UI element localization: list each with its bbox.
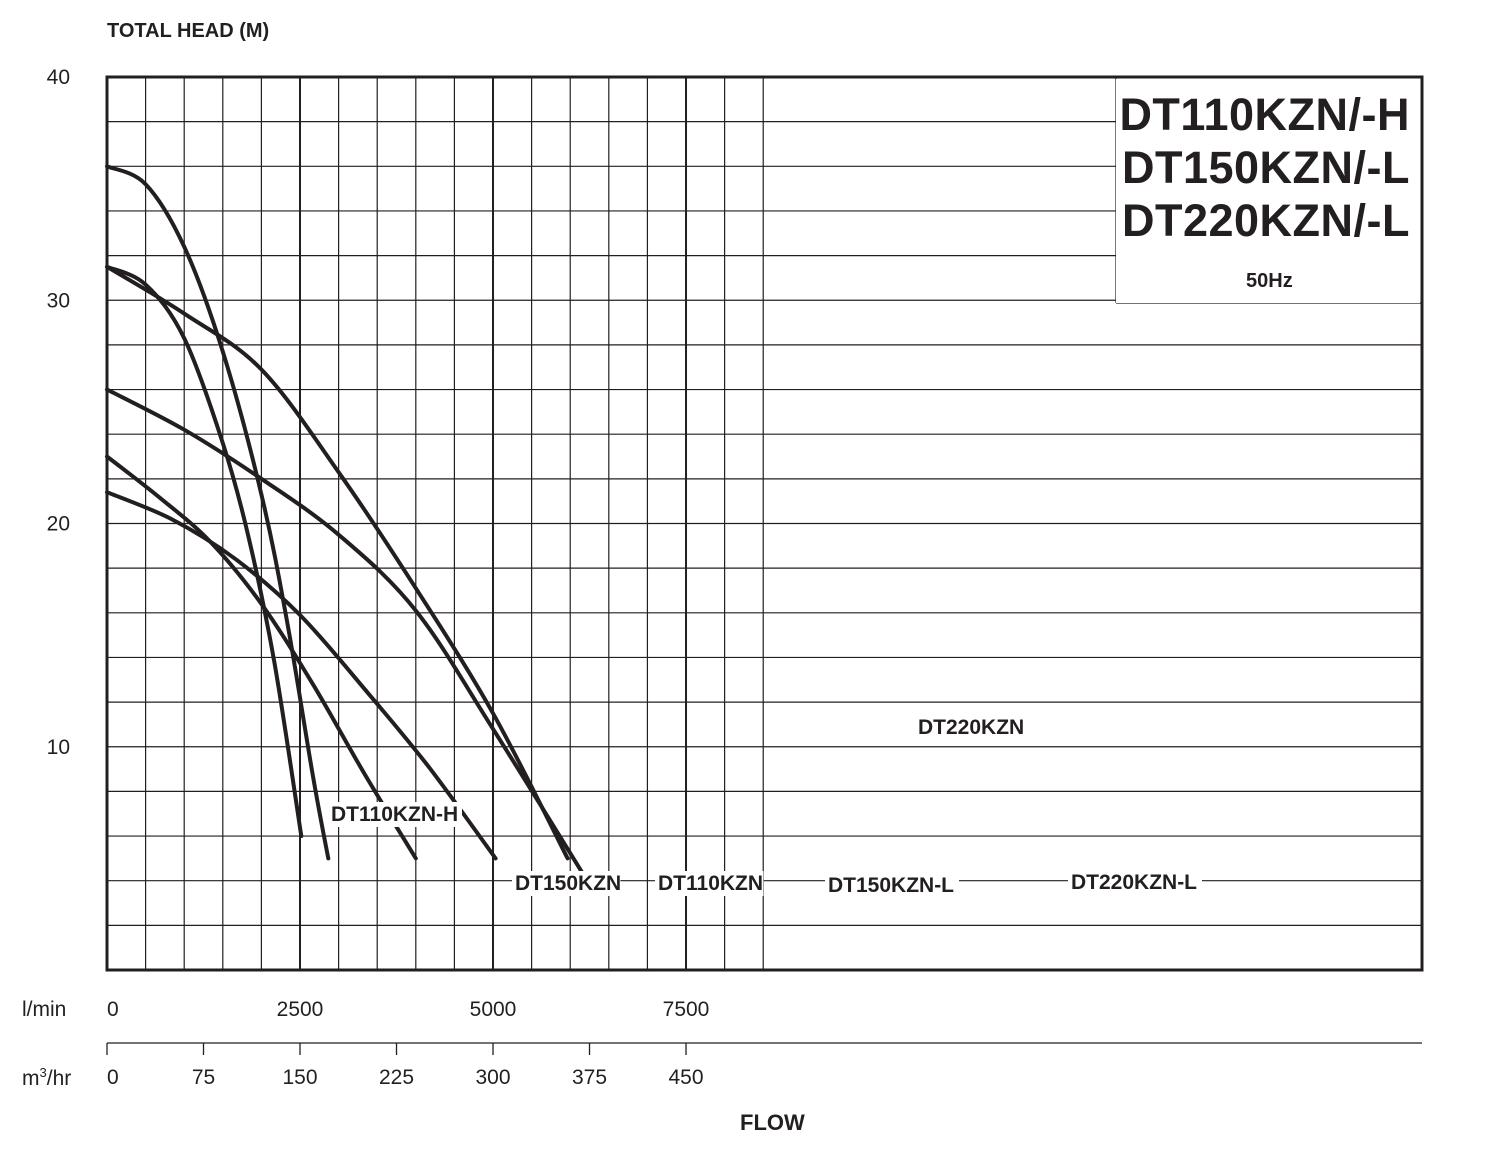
y-tick-labels: 10 20 30 40 [47,66,70,759]
curve-label: DT150KZN-L [828,874,954,897]
x-axes: 0 75 150 225 300 375 450 0 2500 5000 7500 [106,998,1422,1089]
frequency-label: 50Hz [1246,270,1293,292]
x-axis-label: FLOW [740,1110,805,1135]
curve-dt220kzn [105,264,570,861]
title-box: DT110KZN/-H DT150KZN/-L DT220KZN/-L [1116,79,1420,303]
y-tick-label: 30 [47,289,70,312]
m3hr-tick-label: 225 [379,1066,414,1089]
curve-dt110kzn [105,454,418,861]
lmin-unit-label: l/min [22,998,67,1021]
title-line-1: DT110KZN/-H [1119,89,1410,140]
curve-label-bg [915,715,1024,740]
m3hr-tick-label: 450 [668,1066,703,1089]
curve-label-bg [1068,870,1202,895]
curve-dt220kzn-l [105,387,586,876]
m3hr-tick-label: 300 [475,1066,510,1089]
grid [107,77,1422,970]
curve-label-bg [655,871,764,896]
lmin-tick-label: 7500 [663,998,710,1021]
m3hr-tick-label: 150 [282,1066,317,1089]
m3hr-unit-base: m [22,1067,40,1090]
lmin-tick-label: 2500 [277,998,324,1021]
curve-label-bg [825,873,959,898]
y-tick-label: 20 [47,513,70,536]
curve-label: DT220KZN [918,716,1024,739]
y-axis-label: TOTAL HEAD (M) [107,20,270,42]
title-line-3: DT220KZN/-L [1121,195,1410,246]
m3hr-tick-label: 75 [192,1066,215,1089]
lmin-tick-label: 0 [107,998,119,1021]
plot-frame [105,75,1424,972]
curve-label-bg [512,871,621,896]
curve-label: DT220KZN-L [1071,871,1197,894]
curve-dt150kzn [105,164,331,861]
y-tick-label: 10 [47,736,70,759]
curve-label-bg [328,802,462,827]
m3hr-tick-label: 0 [107,1066,119,1089]
curve-label: DT150KZN [515,872,621,895]
curve-labels: DT110KZN-H DT150KZN DT110KZN DT150KZN-L DT22… [328,715,1202,898]
lmin-tick-label: 5000 [470,998,517,1021]
curve-label: DT110KZN [658,872,763,895]
m3hr-unit-label: m3/hr [22,1065,71,1091]
curve-label: DT110KZN-H [331,803,458,826]
curve-dt150kzn-l [105,490,498,861]
m3hr-unit-tail: /hr [46,1067,72,1090]
curves [105,164,586,876]
m3hr-tick-label: 375 [572,1066,607,1089]
m3hr-unit-sup: 3 [39,1065,47,1080]
y-tick-label: 40 [47,66,70,89]
title-line-2: DT150KZN/-L [1121,142,1410,193]
